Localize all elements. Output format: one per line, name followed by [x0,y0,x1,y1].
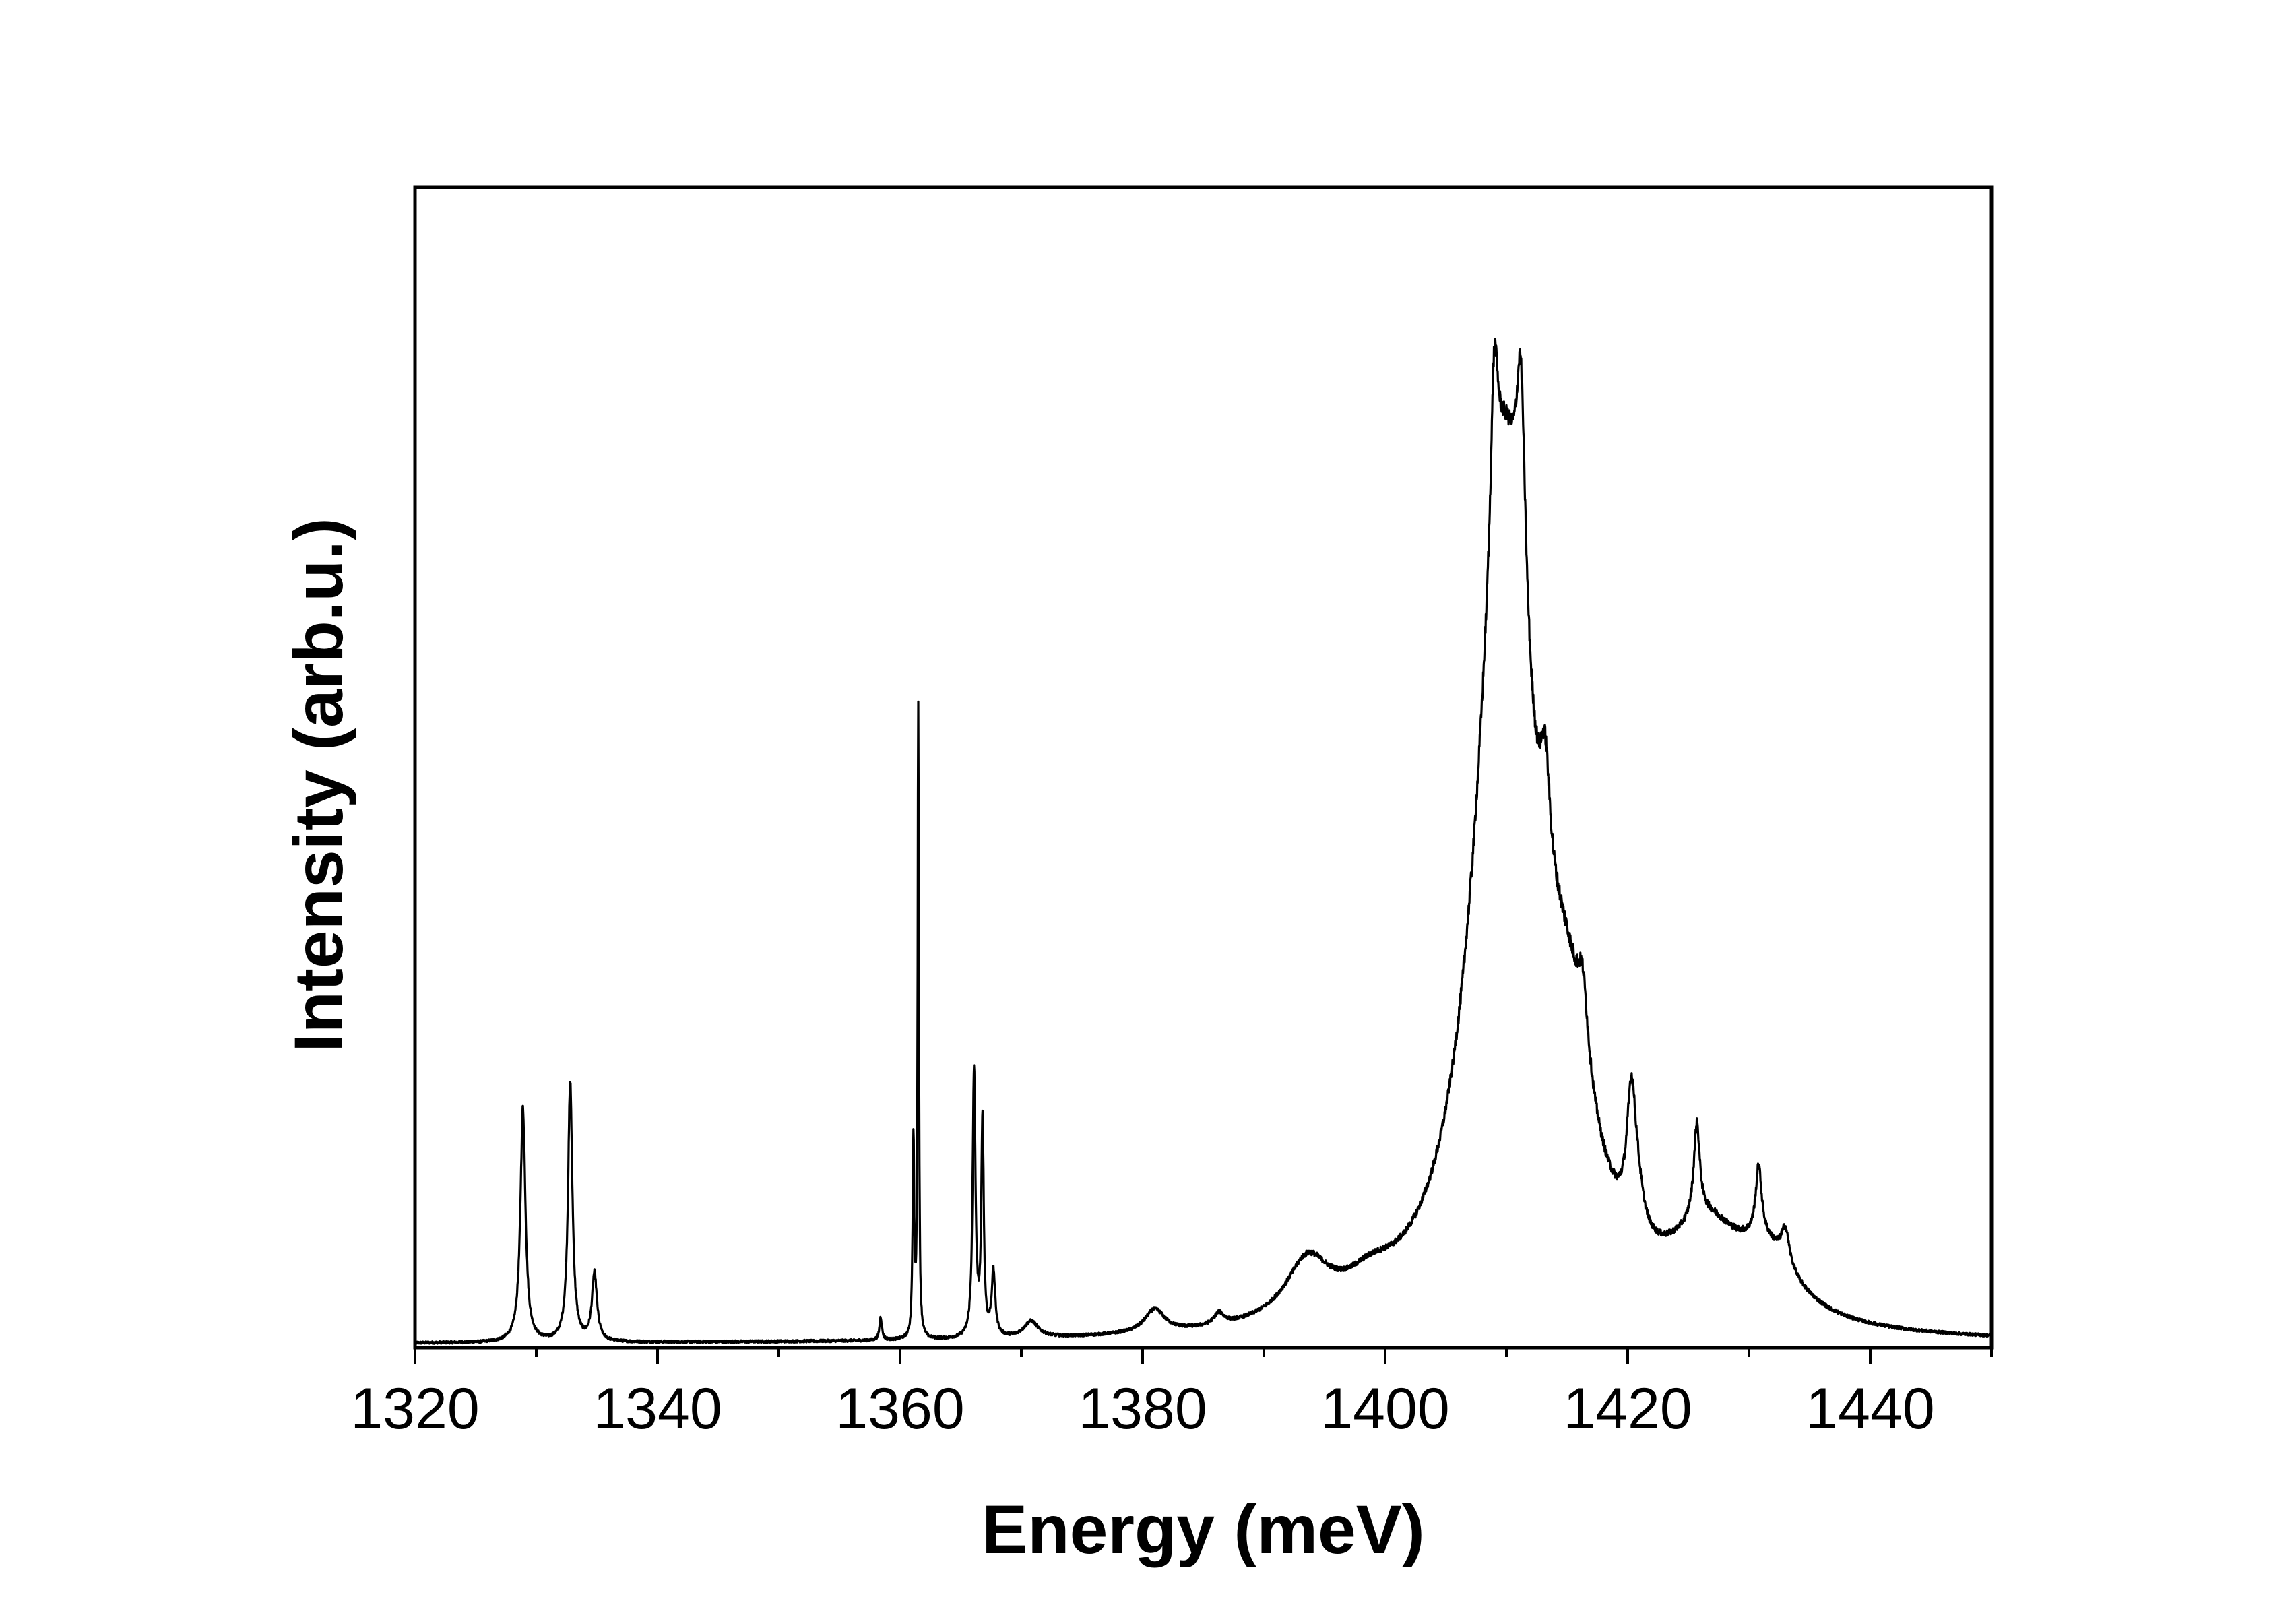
x-tick-label: 1380 [1078,1377,1207,1441]
x-axis-tick-labels: 1320 1340 1360 1380 1400 1420 1440 [350,1377,1934,1441]
x-axis-title: Energy (meV) [982,1491,1425,1568]
x-tick-label: 1420 [1563,1377,1692,1441]
plot-frame [413,185,1994,1350]
x-tick-label: 1360 [835,1377,964,1441]
x-tick-label: 1320 [350,1377,479,1441]
x-tick-label: 1340 [593,1377,722,1441]
x-tick-label: 1440 [1806,1377,1934,1441]
y-axis-title: Intensity (arb.u.) [280,517,357,1052]
spectrum-line [414,338,1993,1345]
x-tick-label: 1400 [1320,1377,1449,1441]
x-axis-ticks [414,1348,1993,1364]
